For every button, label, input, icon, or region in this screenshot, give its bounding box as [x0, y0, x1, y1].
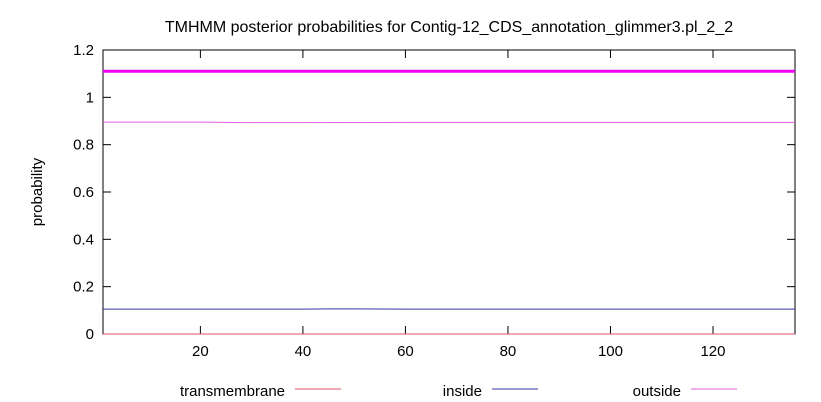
y-tick-label: 0	[86, 326, 94, 343]
legend: transmembrane inside outside	[180, 383, 737, 400]
plot-series	[103, 69, 795, 335]
y-tick-label: 0.6	[73, 184, 94, 201]
x-axis: 20 40 60 80 100 120	[192, 50, 726, 360]
x-tick-label: 60	[397, 343, 414, 360]
x-tick-label: 80	[500, 343, 517, 360]
x-tick-label: 100	[598, 343, 623, 360]
x-tick-label: 40	[295, 343, 312, 360]
y-axis: 0 0.2 0.4 0.6 0.8 1 1.2	[73, 42, 795, 343]
chart-title: TMHMM posterior probabilities for Contig…	[165, 19, 733, 36]
y-tick-label: 0.2	[73, 279, 94, 296]
y-axis-title: probability	[29, 157, 46, 226]
y-tick-label: 1.2	[73, 42, 94, 59]
y-tick-label: 0.4	[73, 231, 94, 248]
plot-frame	[102, 49, 796, 335]
legend-label-transmembrane: transmembrane	[180, 383, 285, 400]
y-tick-label: 1	[86, 89, 94, 106]
x-tick-label: 20	[192, 343, 209, 360]
y-tick-label: 0.8	[73, 137, 94, 154]
legend-label-inside: inside	[443, 383, 482, 400]
x-tick-label: 120	[700, 343, 725, 360]
legend-label-outside: outside	[633, 383, 681, 400]
